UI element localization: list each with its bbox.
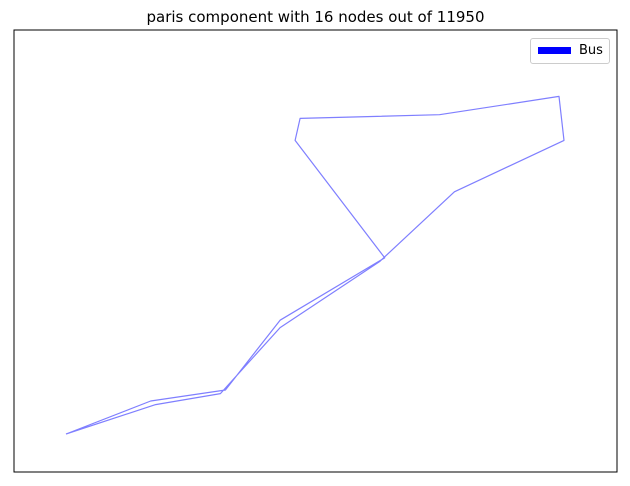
legend-swatch-bus <box>538 47 571 54</box>
legend-label-bus: Bus <box>579 43 603 58</box>
legend: Bus <box>530 38 610 64</box>
axes-frame <box>13 29 618 473</box>
chart-title: paris component with 16 nodes out of 119… <box>146 8 485 26</box>
series-line-bus-0 <box>65 95 565 435</box>
series-lines <box>65 95 565 435</box>
